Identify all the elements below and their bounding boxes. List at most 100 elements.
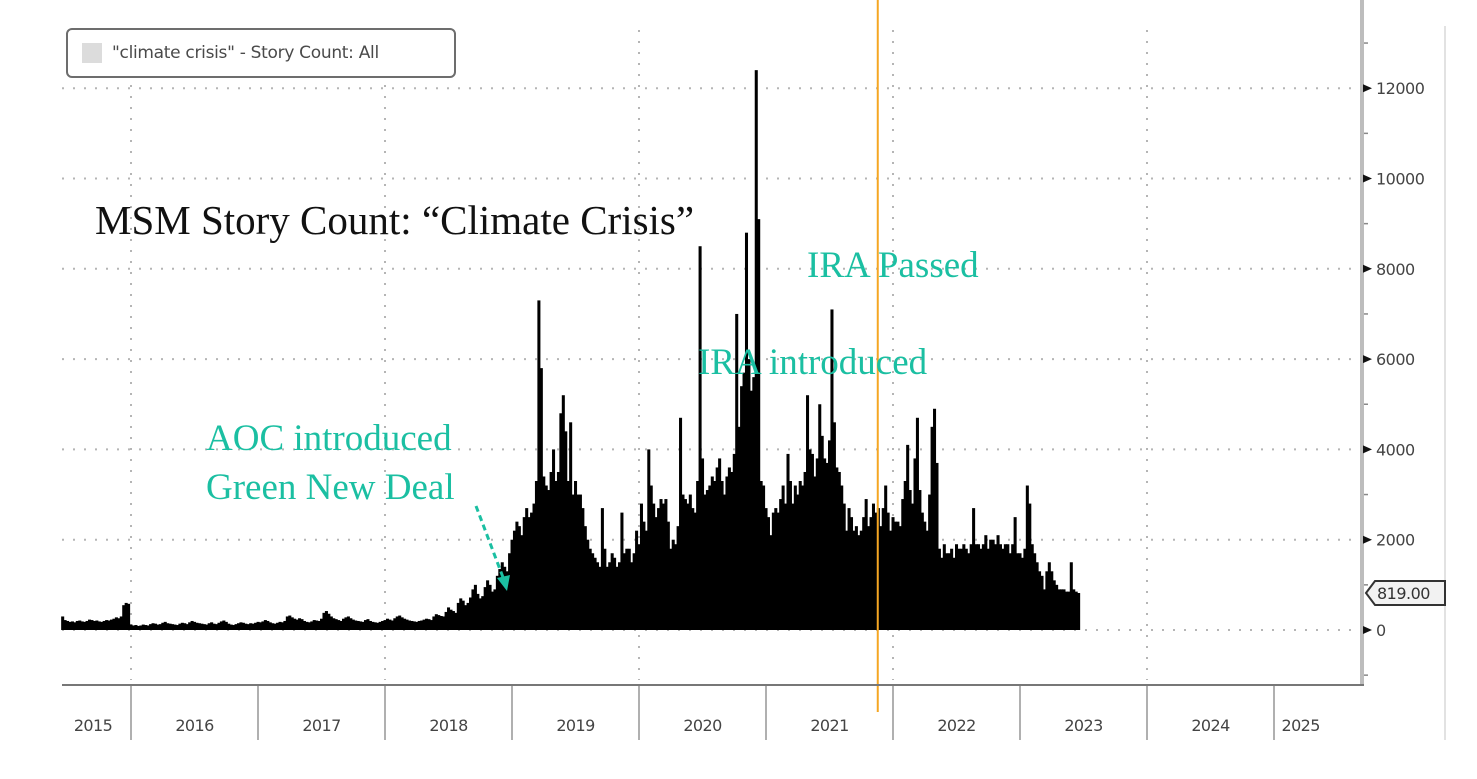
last-value-tag: 819.00 <box>1364 580 1446 607</box>
bar <box>420 620 424 630</box>
bar <box>327 613 331 630</box>
bar <box>693 512 697 630</box>
bar <box>603 548 607 630</box>
bar <box>122 605 126 630</box>
bar <box>114 617 118 630</box>
bar <box>161 622 165 630</box>
bar <box>73 622 77 630</box>
bar <box>1060 589 1064 630</box>
bar <box>930 426 934 630</box>
bar <box>373 622 377 630</box>
bar <box>852 530 856 630</box>
bar <box>911 503 915 630</box>
bar <box>581 508 585 630</box>
bar <box>720 481 724 630</box>
bar <box>83 621 87 630</box>
bar <box>588 548 592 630</box>
bar <box>862 517 866 631</box>
bar <box>889 530 893 630</box>
y-tick-arrow <box>1363 535 1372 544</box>
bar <box>625 548 629 630</box>
bar <box>884 485 888 630</box>
bar <box>898 526 902 630</box>
bar <box>166 623 170 630</box>
bar <box>749 390 753 630</box>
bar <box>70 621 74 630</box>
bar <box>1018 553 1022 630</box>
bar <box>385 618 389 630</box>
bar <box>920 512 924 630</box>
bar <box>583 526 587 630</box>
bar <box>556 471 560 630</box>
bar <box>129 624 133 630</box>
bar <box>68 621 72 630</box>
bar <box>708 485 712 630</box>
bar <box>840 485 844 630</box>
bar <box>906 444 910 630</box>
bar <box>823 458 827 630</box>
bar <box>469 597 473 630</box>
bar <box>131 625 136 630</box>
bar <box>955 544 959 630</box>
bar <box>1050 571 1054 630</box>
bar <box>976 544 981 630</box>
bar <box>442 616 446 630</box>
x-tick-label: 2017 <box>302 716 340 735</box>
bar <box>219 621 223 630</box>
bar <box>952 557 956 630</box>
bar <box>571 494 575 630</box>
bar <box>490 591 495 630</box>
bar <box>686 503 690 630</box>
bar <box>879 526 883 630</box>
bar <box>798 481 802 630</box>
bar <box>295 619 299 630</box>
bar <box>1025 485 1029 630</box>
bar <box>847 508 851 630</box>
bar <box>832 422 836 630</box>
bar <box>193 621 197 630</box>
bar <box>261 621 265 630</box>
bar <box>671 539 675 630</box>
bar <box>664 499 668 630</box>
bar <box>542 476 546 630</box>
bar <box>815 458 819 630</box>
bar <box>818 404 822 630</box>
bar <box>874 512 878 630</box>
bar <box>644 530 648 630</box>
bar <box>566 481 570 630</box>
bar <box>376 622 380 630</box>
bar <box>923 521 927 630</box>
bar <box>388 619 392 630</box>
bar <box>180 622 184 630</box>
bar <box>554 481 558 630</box>
bar <box>307 622 311 630</box>
bar <box>796 494 800 630</box>
bar <box>520 535 524 630</box>
bar <box>595 562 600 630</box>
bar <box>476 593 480 630</box>
bar <box>857 535 861 630</box>
x-tick-label: 2019 <box>556 716 595 735</box>
bar <box>239 622 243 630</box>
bar <box>552 449 556 630</box>
bar <box>661 503 665 630</box>
bar <box>427 619 431 630</box>
bar <box>471 589 475 630</box>
bar <box>967 553 971 630</box>
bar <box>302 620 306 630</box>
x-tick-label: 2018 <box>429 716 468 735</box>
bar <box>368 620 372 630</box>
bar <box>867 526 871 630</box>
bar <box>85 620 89 630</box>
bar <box>75 620 79 630</box>
bar <box>473 584 477 630</box>
bar <box>371 621 375 630</box>
bar <box>679 417 683 630</box>
bar <box>407 620 411 630</box>
bar <box>305 621 309 630</box>
bar <box>483 587 487 630</box>
bar <box>1040 575 1044 630</box>
bar <box>1013 517 1017 631</box>
bar <box>80 621 84 630</box>
bar <box>972 508 976 630</box>
